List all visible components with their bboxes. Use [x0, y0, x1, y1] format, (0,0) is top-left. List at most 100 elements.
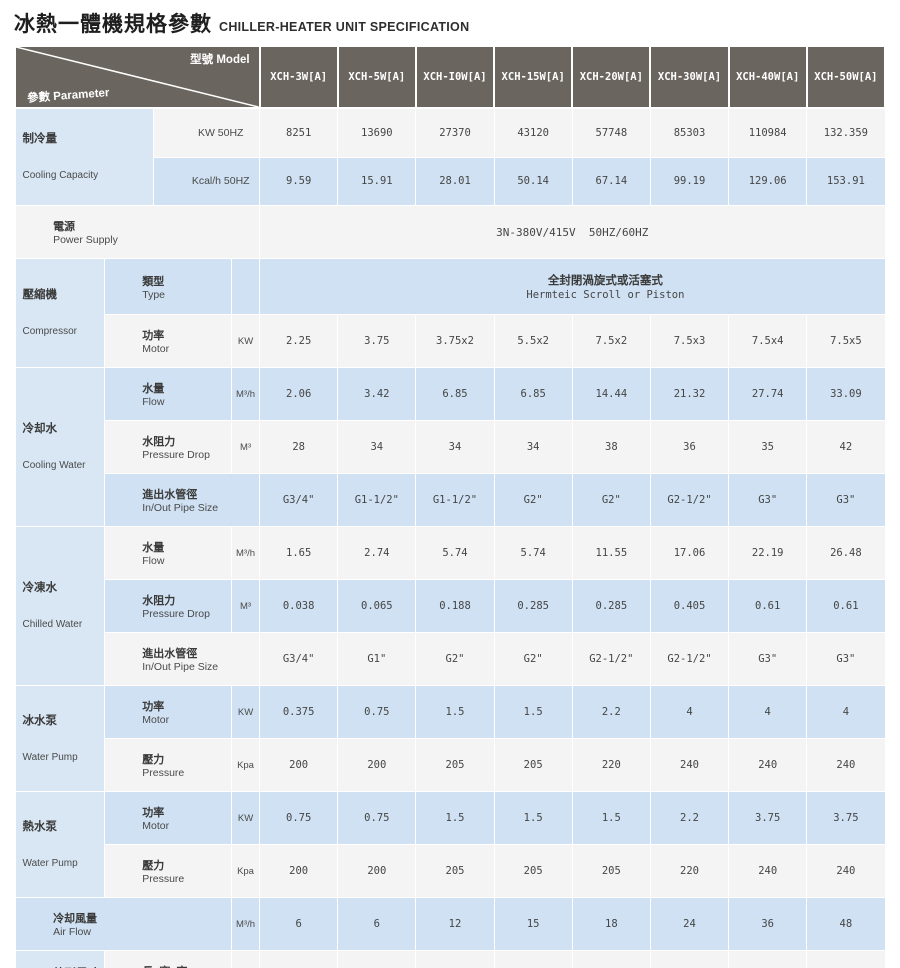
spec-value-cell: 2.06: [259, 367, 339, 422]
spec-value-cell: 0.285: [493, 579, 573, 634]
spec-value-cell: 0.285: [571, 579, 651, 634]
spec-value-cell: G2": [493, 473, 573, 528]
spec-value-cell: 200: [337, 738, 417, 793]
spec-value-cell: 0.375: [259, 685, 339, 740]
spec-value-cell: 240: [806, 844, 886, 899]
unit-cell: M³: [230, 579, 261, 634]
spec-value-cell: G1-1/2": [337, 473, 417, 528]
table-row-compressor-motor: 功率 Motor KW 2.25 3.75 3.75x2 5.5x2 7.5x2 7.5x…: [15, 314, 886, 369]
spec-value-cell: 3.75: [728, 791, 808, 846]
table-row-hot-pump-pressure: 壓力 Pressure Kpa 200 200 205 205 205 220 240 240: [15, 844, 886, 899]
param-label: 功率 Motor: [103, 685, 232, 740]
spec-value-cell: 1.65: [259, 526, 339, 581]
spec-value-cell: 205: [493, 844, 573, 899]
spec-value-cell: 240: [728, 844, 808, 899]
spec-value-cell: 129.06: [728, 156, 808, 207]
table-row-cooling-kcal: Kcal/h 50HZ 9.59 15.91 28.01 50.14 67.14 99.1…: [15, 156, 886, 207]
spec-value-cell: 5.5x2: [493, 314, 573, 369]
table-row-cooling-water-drop: 水阻力 Pressure Drop M³ 28 34 34 34 38 36 35 42: [15, 420, 886, 475]
table-row-power-supply: 電源 Power Supply 3N-380V/415V 50HZ/60HZ: [14, 205, 886, 260]
spec-value-cell: 67.14: [571, 156, 651, 207]
param-label: 水量 Flow: [103, 526, 232, 581]
unit-cell: Kpa: [230, 738, 261, 793]
spec-value-cell: 3.75x2: [415, 314, 495, 369]
group-cell-chilled-water: 冷凍水 Chilled Water: [14, 526, 105, 687]
group-cell-compressor: 壓縮機 Compressor: [14, 258, 105, 369]
table-row-ice-pump-pressure: 壓力 Pressure Kpa 200 200 205 205 220 240 240 240: [15, 738, 886, 793]
unit-cell: KW: [230, 314, 261, 369]
page-title-en: CHILLER-HEATER UNIT SPECIFICATION: [219, 20, 470, 34]
spec-value-cell: 0.75: [337, 685, 417, 740]
spec-value-cell: 2080x1000x1860: [806, 950, 886, 968]
spec-value-cell: 21.32: [649, 367, 730, 422]
spec-value-cell: 34: [337, 420, 417, 475]
param-label: 進出水管徑 In/Out Pipe Size: [103, 473, 261, 528]
param-label: Kcal/h 50HZ: [152, 156, 261, 207]
spec-value-cell: 1.5: [493, 791, 573, 846]
spec-value-cell: 1460x800x1610: [571, 950, 651, 968]
spec-value-cell: G2": [415, 632, 495, 687]
spec-value-cell: 1680x950x1810: [649, 950, 730, 968]
param-label: 類型 Type: [103, 258, 232, 316]
corner-model-label: 型號 Model: [190, 54, 250, 66]
spec-value-cell: 132.359: [806, 107, 886, 158]
group-cell-hot-water-pump: 熱水泵 Water Pump: [14, 791, 105, 899]
spec-value-cell: 99.19: [649, 156, 730, 207]
spec-value-cell: 1400x950x1400: [415, 950, 495, 968]
table-row-compressor-type: 壓縮機 Compressor 類型 Type 全封閉渦旋式或活塞式 Hermte…: [14, 258, 886, 369]
spec-value-cell: 205: [415, 844, 495, 899]
table-row-ice-pump-motor: 冰水泵 Water Pump 功率 Motor KW 0.375 0.75 1.5 1…: [14, 685, 886, 793]
spec-value-cell: 6.85: [493, 367, 573, 422]
table-row-hot-pump-motor: 熱水泵 Water Pump 功率 Motor KW 0.75 0.75 1.5 1.…: [14, 791, 886, 899]
group-cell-power-supply: 電源 Power Supply: [14, 205, 261, 260]
spec-value-cell: 24: [649, 897, 730, 952]
spec-table: 型號 Model 參數 Parameter XCH-3W[A] XCH-5W[A]…: [14, 45, 887, 968]
spec-value-cell: 0.065: [337, 579, 417, 634]
param-label: 進出水管徑 In/Out Pipe Size: [103, 632, 261, 687]
spec-value-cell: G3/4": [259, 473, 339, 528]
spec-value-cell: G2-1/2": [571, 632, 651, 687]
unit-cell: KW: [230, 791, 261, 846]
table-row-dimensions: 外形尺寸 Size 長x寬x高 LxWxH MM 1050x600x120012…: [14, 950, 886, 968]
spec-value-cell: 2080x1000x1860: [728, 950, 808, 968]
table-row-air-flow: 冷却風量 Air Flow M³/h 6 6 12 15 18 24 36 48: [14, 897, 886, 952]
table-row-chilled-water-pipe: 進出水管徑 In/Out Pipe Size G3/4" G1" G2" G2" G2-…: [15, 632, 886, 687]
spec-value-cell: 15.91: [337, 156, 417, 207]
unit-cell: M³/h: [230, 526, 261, 581]
spec-value-cell: G2-1/2": [649, 632, 730, 687]
spec-value-cell: 200: [259, 738, 339, 793]
spec-value-cell: 36: [728, 897, 808, 952]
spec-value-cell: 28: [259, 420, 339, 475]
spec-value-cell: 43120: [493, 107, 573, 158]
param-label: 功率 Motor: [103, 791, 232, 846]
model-header: XCH-I0W[A]: [414, 45, 496, 109]
spec-value-cell: 7.5x2: [571, 314, 651, 369]
spec-value-cell: 240: [806, 738, 886, 793]
param-label: 水阻力 Pressure Drop: [103, 420, 232, 475]
spec-value-cell: 15: [493, 897, 573, 952]
group-cell-ice-water-pump: 冰水泵 Water Pump: [14, 685, 105, 793]
table-row-cooling-kw: 制冷量 Cooling Capacity KW 50HZ 8251 13690 27…: [14, 107, 886, 207]
spec-value-cell: 4: [728, 685, 808, 740]
spec-value-cell: G2-1/2": [649, 473, 730, 528]
spec-value-cell: 205: [415, 738, 495, 793]
page-title: 冰熱一體機規格參數 CHILLER-HEATER UNIT SPECIFICAT…: [14, 8, 886, 38]
table-row-cooling-water-pipe: 進出水管徑 In/Out Pipe Size G3/4" G1-1/2" G1-1/…: [15, 473, 886, 528]
spec-value-cell: G3/4": [259, 632, 339, 687]
spec-value-cell: 1460x800x1610: [493, 950, 573, 968]
spec-value-cell: 7.5x5: [806, 314, 886, 369]
model-header: XCH-15W[A]: [493, 45, 574, 109]
spec-value-cell: 50.14: [493, 156, 573, 207]
spec-value-cell: 11.55: [571, 526, 651, 581]
spec-value-cell: 6: [259, 897, 339, 952]
spec-value-cell: 1050x600x1200: [259, 950, 339, 968]
table-corner-cell: 型號 Model 參數 Parameter: [14, 45, 261, 109]
spec-value-cell: 全封閉渦旋式或活塞式 Hermteic Scroll or Piston: [259, 258, 886, 316]
unit-cell: M³/h: [230, 367, 261, 422]
spec-value-cell: 36: [649, 420, 730, 475]
spec-value-cell: 220: [571, 738, 651, 793]
model-header: XCH-20W[A]: [571, 45, 652, 109]
spec-value-cell: G2": [571, 473, 651, 528]
spec-value-cell: 48: [806, 897, 886, 952]
spec-value-cell: 33.09: [806, 367, 886, 422]
